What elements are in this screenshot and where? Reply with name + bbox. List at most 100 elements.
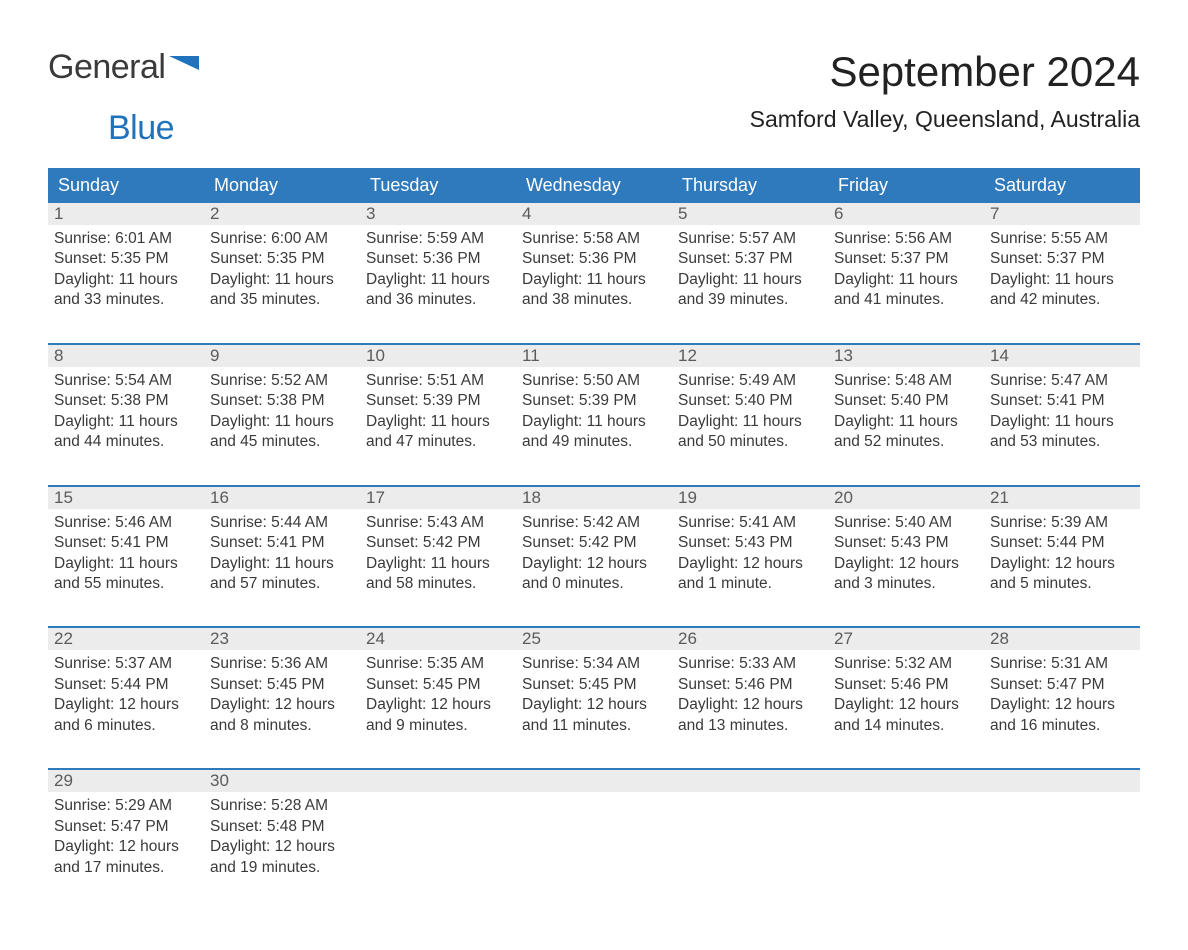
- day-line: Sunset: 5:44 PM: [54, 675, 198, 695]
- day-line: Sunrise: 5:56 AM: [834, 229, 978, 249]
- weekday-header: Tuesday: [360, 168, 516, 203]
- day-body: Sunrise: 5:54 AMSunset: 5:38 PMDaylight:…: [48, 367, 204, 457]
- day-body: Sunrise: 5:58 AMSunset: 5:36 PMDaylight:…: [516, 225, 672, 315]
- day-cell: 27Sunrise: 5:32 AMSunset: 5:46 PMDayligh…: [828, 628, 984, 740]
- day-line: Sunset: 5:42 PM: [366, 533, 510, 553]
- day-line: and 6 minutes.: [54, 716, 198, 736]
- day-cell: 20Sunrise: 5:40 AMSunset: 5:43 PMDayligh…: [828, 487, 984, 599]
- day-line: and 8 minutes.: [210, 716, 354, 736]
- day-cell: 11Sunrise: 5:50 AMSunset: 5:39 PMDayligh…: [516, 345, 672, 457]
- day-line: Daylight: 11 hours: [522, 412, 666, 432]
- day-line: Daylight: 11 hours: [678, 412, 822, 432]
- day-cell: 30Sunrise: 5:28 AMSunset: 5:48 PMDayligh…: [204, 770, 360, 882]
- day-cell: [984, 770, 1140, 882]
- day-number: 27: [828, 628, 984, 650]
- week-row: 22 Sunrise: 5:37 AMSunset: 5:44 PM Dayligh…: [48, 626, 1140, 740]
- day-cell: 17Sunrise: 5:43 AMSunset: 5:42 PMDayligh…: [360, 487, 516, 599]
- day-line: Sunset: 5:35 PM: [210, 249, 354, 269]
- day-body: Sunrise: 5:32 AMSunset: 5:46 PMDaylight:…: [828, 650, 984, 740]
- weekday-header: Monday: [204, 168, 360, 203]
- weeks-container: 1Sunrise: 6:01 AMSunset: 5:35 PMDaylight…: [48, 203, 1140, 882]
- day-line: Daylight: 11 hours: [834, 412, 978, 432]
- day-body: Sunrise: 5:44 AMSunset: 5:41 PMDaylight:…: [204, 509, 360, 599]
- day-cell: 28Sunrise: 5:31 AMSunset: 5:47 PMDayligh…: [984, 628, 1140, 740]
- day-cell: 13Sunrise: 5:48 AMSunset: 5:40 PMDayligh…: [828, 345, 984, 457]
- day-cell: 29Sunrise: 5:29 AMSunset: 5:47 PMDayligh…: [48, 770, 204, 882]
- day-cell: 26Sunrise: 5:33 AMSunset: 5:46 PMDayligh…: [672, 628, 828, 740]
- day-line: and 1 minute.: [678, 574, 822, 594]
- day-cell: 23Sunrise: 5:36 AMSunset: 5:45 PMDayligh…: [204, 628, 360, 740]
- day-line: and 45 minutes.: [210, 432, 354, 452]
- day-line: Sunset: 5:36 PM: [366, 249, 510, 269]
- week-row: 8Sunrise: 5:54 AMSunset: 5:38 PMDaylight…: [48, 343, 1140, 457]
- day-cell: 4Sunrise: 5:58 AMSunset: 5:36 PMDaylight…: [516, 203, 672, 315]
- day-cell: [516, 770, 672, 882]
- day-line: Sunrise: 5:51 AM: [366, 371, 510, 391]
- day-number: 28: [984, 628, 1140, 650]
- day-line: Daylight: 12 hours: [834, 695, 978, 715]
- day-body: Sunrise: 5:46 AMSunset: 5:41 PMDaylight:…: [48, 509, 204, 599]
- day-line: Sunrise: 5:52 AM: [210, 371, 354, 391]
- weekday-header: Sunday: [48, 168, 204, 203]
- day-line: and 0 minutes.: [522, 574, 666, 594]
- day-line: Sunrise: 5:29 AM: [54, 796, 198, 816]
- day-cell: 18Sunrise: 5:42 AMSunset: 5:42 PMDayligh…: [516, 487, 672, 599]
- day-line: Sunset: 5:41 PM: [990, 391, 1134, 411]
- day-cell: 24Sunrise: 5:35 AMSunset: 5:45 PMDayligh…: [360, 628, 516, 740]
- day-cell: 22Sunrise: 5:37 AMSunset: 5:44 PMDayligh…: [48, 628, 204, 740]
- day-line: Daylight: 11 hours: [990, 270, 1134, 290]
- day-body: Sunrise: 5:55 AMSunset: 5:37 PMDaylight:…: [984, 225, 1140, 315]
- page: General September 2024 Samford Valley, Q…: [0, 0, 1188, 950]
- day-line: and 3 minutes.: [834, 574, 978, 594]
- logo: General: [48, 48, 199, 87]
- day-line: and 47 minutes.: [366, 432, 510, 452]
- day-line: Sunset: 5:45 PM: [366, 675, 510, 695]
- day-line: and 17 minutes.: [54, 858, 198, 878]
- day-body: Sunrise: 5:41 AMSunset: 5:43 PMDaylight:…: [672, 509, 828, 599]
- day-number: 9: [204, 345, 360, 367]
- day-line: Sunset: 5:48 PM: [210, 817, 354, 837]
- day-line: Sunset: 5:37 PM: [678, 249, 822, 269]
- weekday-header: Friday: [828, 168, 984, 203]
- day-line: Daylight: 12 hours: [210, 695, 354, 715]
- day-line: Sunrise: 5:36 AM: [210, 654, 354, 674]
- day-body: Sunrise: 5:40 AMSunset: 5:43 PMDaylight:…: [828, 509, 984, 599]
- day-line: Sunrise: 5:49 AM: [678, 371, 822, 391]
- day-line: and 9 minutes.: [366, 716, 510, 736]
- day-line: and 11 minutes.: [522, 716, 666, 736]
- day-line: and 42 minutes.: [990, 290, 1134, 310]
- day-line: and 50 minutes.: [678, 432, 822, 452]
- day-number: [516, 770, 672, 792]
- day-body: Sunrise: 5:51 AMSunset: 5:39 PMDaylight:…: [360, 367, 516, 457]
- day-line: Sunrise: 5:37 AM: [54, 654, 198, 674]
- day-body: [828, 792, 984, 800]
- day-cell: 10Sunrise: 5:51 AMSunset: 5:39 PMDayligh…: [360, 345, 516, 457]
- day-line: Sunset: 5:44 PM: [990, 533, 1134, 553]
- day-line: Daylight: 11 hours: [990, 412, 1134, 432]
- day-body: Sunrise: 5:33 AMSunset: 5:46 PMDaylight:…: [672, 650, 828, 740]
- day-number: 3: [360, 203, 516, 225]
- day-number: 22: [48, 628, 204, 650]
- day-line: Daylight: 11 hours: [54, 412, 198, 432]
- day-line: Daylight: 11 hours: [522, 270, 666, 290]
- day-line: and 52 minutes.: [834, 432, 978, 452]
- day-body: Sunrise: 5:34 AMSunset: 5:45 PMDaylight:…: [516, 650, 672, 740]
- day-line: Sunrise: 5:55 AM: [990, 229, 1134, 249]
- day-line: Daylight: 11 hours: [54, 554, 198, 574]
- flag-icon: [169, 56, 199, 83]
- day-body: [516, 792, 672, 800]
- day-line: and 13 minutes.: [678, 716, 822, 736]
- day-line: Sunset: 5:40 PM: [834, 391, 978, 411]
- day-line: Sunset: 5:43 PM: [834, 533, 978, 553]
- day-line: Sunset: 5:36 PM: [522, 249, 666, 269]
- month-title: September 2024: [750, 48, 1140, 96]
- day-number: 16: [204, 487, 360, 509]
- day-line: and 35 minutes.: [210, 290, 354, 310]
- day-number: 2: [204, 203, 360, 225]
- day-line: Sunrise: 5:31 AM: [990, 654, 1134, 674]
- day-line: and 53 minutes.: [990, 432, 1134, 452]
- day-line: Sunrise: 5:47 AM: [990, 371, 1134, 391]
- day-cell: 6Sunrise: 5:56 AMSunset: 5:37 PMDaylight…: [828, 203, 984, 315]
- day-line: Sunrise: 6:01 AM: [54, 229, 198, 249]
- day-line: Daylight: 12 hours: [990, 695, 1134, 715]
